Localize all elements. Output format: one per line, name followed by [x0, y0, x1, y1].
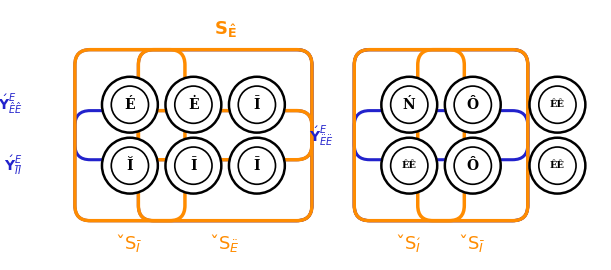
- Text: Ī: Ī: [190, 159, 197, 173]
- Text: S$\mathbf{_{\hat{E}}}$: S$\mathbf{_{\hat{E}}}$: [214, 19, 236, 39]
- Text: Ī: Ī: [254, 98, 260, 112]
- Text: Ė: Ė: [188, 98, 199, 112]
- Circle shape: [166, 138, 221, 194]
- Text: Ô: Ô: [467, 159, 479, 173]
- Circle shape: [102, 77, 158, 133]
- Text: $\check{\mathrm{S}}_{\bar{I}}$: $\check{\mathrm{S}}_{\bar{I}}$: [117, 232, 142, 254]
- Text: $\check{\mathrm{S}}_{\acute{I}}$: $\check{\mathrm{S}}_{\acute{I}}$: [397, 232, 422, 254]
- Text: Ô: Ô: [467, 98, 479, 112]
- Text: $\acute{\mathbf{Y}}_{\acute{I}\bar{I}}^{E}$: $\acute{\mathbf{Y}}_{\acute{I}\bar{I}}^{…: [549, 153, 567, 178]
- Circle shape: [445, 138, 500, 194]
- Circle shape: [445, 77, 500, 133]
- Circle shape: [166, 77, 221, 133]
- Text: $\check{\mathrm{S}}_{\ddot{E}}$: $\check{\mathrm{S}}_{\ddot{E}}$: [211, 232, 240, 254]
- Text: Ī: Ī: [254, 159, 260, 173]
- Circle shape: [381, 138, 437, 194]
- Text: É: É: [125, 98, 135, 112]
- Text: $\acute{\mathbf{Y}}_{\acute{I}\bar{I}}^{E}$: $\acute{\mathbf{Y}}_{\acute{I}\bar{I}}^{…: [549, 92, 567, 117]
- Circle shape: [530, 138, 585, 194]
- Text: ÊÊ: ÊÊ: [402, 161, 417, 170]
- Text: ÊÊ: ÊÊ: [550, 161, 565, 170]
- Circle shape: [530, 77, 585, 133]
- Text: $\acute{\mathbf{Y}}_{\ddot{E}\ddot{E}}^{E}$: $\acute{\mathbf{Y}}_{\ddot{E}\ddot{E}}^{…: [309, 123, 334, 148]
- Circle shape: [229, 77, 285, 133]
- Text: ÊÊ: ÊÊ: [550, 100, 565, 109]
- Text: Ń: Ń: [403, 98, 415, 112]
- Text: $\acute{\mathbf{Y}}_{\hat{E}\hat{E}}^{E}$: $\acute{\mathbf{Y}}_{\hat{E}\hat{E}}^{E}…: [0, 92, 23, 117]
- Circle shape: [381, 77, 437, 133]
- Text: $\check{\mathrm{S}}_{\bar{I}}$: $\check{\mathrm{S}}_{\bar{I}}$: [460, 232, 486, 254]
- Circle shape: [102, 138, 158, 194]
- Circle shape: [229, 138, 285, 194]
- Text: Ĭ: Ĭ: [126, 159, 133, 173]
- Text: $\acute{\mathbf{Y}}_{\bar{I}\bar{I}}^{E}$: $\acute{\mathbf{Y}}_{\bar{I}\bar{I}}^{E}…: [4, 154, 23, 177]
